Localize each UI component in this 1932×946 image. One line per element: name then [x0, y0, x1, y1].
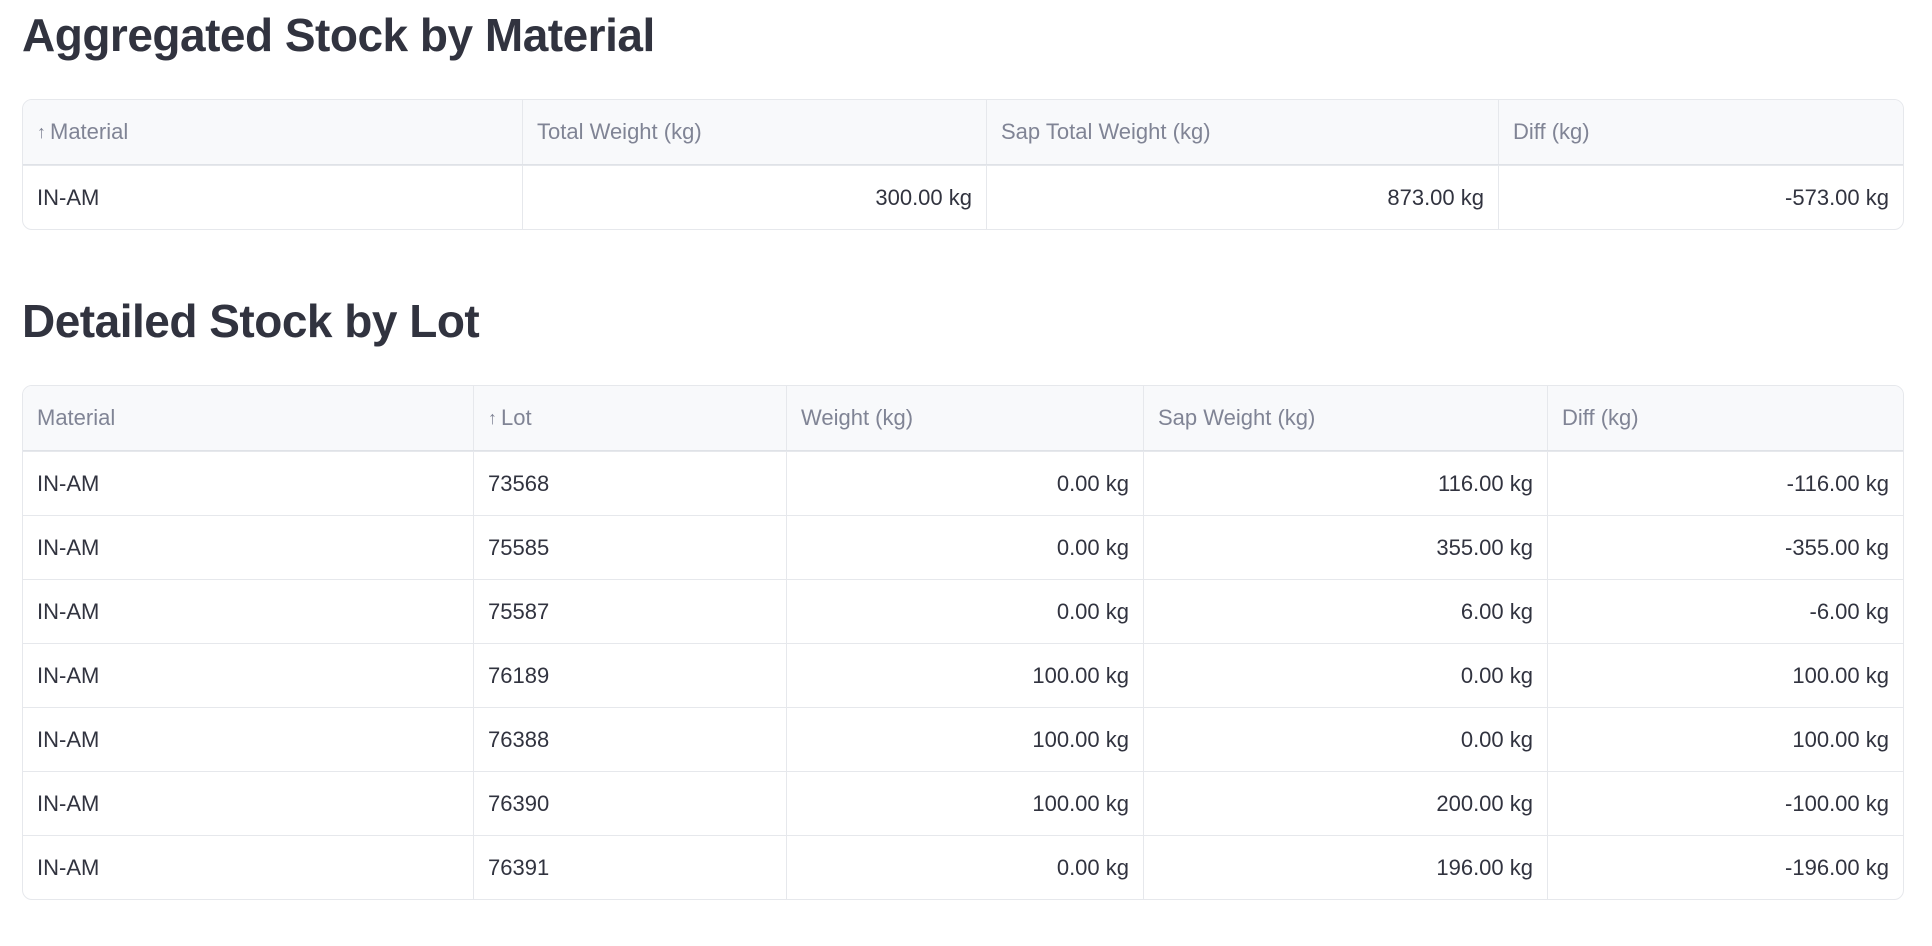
column-header-label: Weight (kg) — [801, 405, 914, 430]
table-cell[interactable]: 0.00 kg — [1143, 644, 1547, 707]
detailed-title: Detailed Stock by Lot — [22, 295, 480, 347]
column-header[interactable]: Weight (kg) — [786, 386, 1143, 450]
table-cell[interactable]: IN-AM — [37, 184, 100, 210]
table-cell[interactable]: IN-AM — [37, 854, 100, 880]
table-cell[interactable]: -573.00 kg — [1498, 166, 1903, 229]
table-cell[interactable]: 0.00 kg — [786, 516, 1143, 579]
table-row: IN-AM 76388 100.00 kg 0.00 kg 100.00 kg — [23, 707, 1903, 771]
column-header-label: Total Weight (kg) — [537, 119, 702, 144]
table-cell[interactable]: 0.00 kg — [786, 836, 1143, 899]
column-header-label: Diff (kg) — [1513, 119, 1590, 144]
column-header-label: Sap Total Weight (kg) — [1001, 119, 1211, 144]
table-row: IN-AM 76189 100.00 kg 0.00 kg 100.00 kg — [23, 643, 1903, 707]
column-header-label: Lot — [501, 405, 532, 430]
column-header[interactable]: Diff (kg) — [1498, 100, 1903, 164]
table-cell[interactable]: 0.00 kg — [786, 580, 1143, 643]
table-cell[interactable]: -196.00 kg — [1547, 836, 1903, 899]
table-cell[interactable]: IN-AM — [37, 662, 100, 688]
column-header[interactable]: ↑ Lot — [473, 386, 786, 450]
table-row: IN-AM 76391 0.00 kg 196.00 kg -196.00 kg — [23, 835, 1903, 899]
table-cell[interactable]: -100.00 kg — [1547, 772, 1903, 835]
table-cell[interactable]: IN-AM — [37, 470, 100, 496]
table-cell[interactable]: IN-AM — [37, 790, 100, 816]
column-header-label: Material — [50, 119, 129, 144]
arrow-up-icon: ↑ — [37, 121, 46, 142]
table-cell[interactable]: 100.00 kg — [786, 708, 1143, 771]
table-cell[interactable]: 100.00 kg — [786, 772, 1143, 835]
column-header[interactable]: Sap Total Weight (kg) — [986, 100, 1498, 164]
column-header[interactable]: Sap Weight (kg) — [1143, 386, 1547, 450]
column-header-label: Diff (kg) — [1562, 405, 1639, 430]
column-header[interactable]: Diff (kg) — [1547, 386, 1903, 450]
table-cell[interactable]: -116.00 kg — [1547, 452, 1903, 515]
table-cell[interactable]: 100.00 kg — [1547, 708, 1903, 771]
header-row: Material ↑ Lot Weight (kg) Sap Weight (kg) Di… — [23, 386, 1903, 451]
aggregated-table: ↑ Material Total Weight (kg) Sap Total Weig… — [22, 99, 1904, 230]
table-cell[interactable]: IN-AM — [37, 726, 100, 752]
table-cell[interactable]: 76388 — [473, 708, 786, 771]
detailed-table: Material ↑ Lot Weight (kg) Sap Weight (kg) Di… — [22, 385, 1904, 900]
column-header-label: Sap Weight (kg) — [1158, 405, 1316, 430]
column-header-label: Material — [37, 405, 116, 430]
arrow-up-icon: ↑ — [488, 407, 497, 428]
table-row: IN-AM 73568 0.00 kg 116.00 kg -116.00 kg — [23, 451, 1903, 515]
table-cell[interactable]: 6.00 kg — [1143, 580, 1547, 643]
table-cell[interactable]: 76391 — [473, 836, 786, 899]
aggregated-title: Aggregated Stock by Material — [22, 9, 655, 61]
column-header[interactable]: ↑ Material — [23, 100, 522, 164]
table-cell[interactable]: 76390 — [473, 772, 786, 835]
column-header[interactable]: Material — [23, 386, 473, 450]
table-cell[interactable]: 75587 — [473, 580, 786, 643]
table-cell[interactable]: IN-AM — [37, 598, 100, 624]
table-cell[interactable]: 0.00 kg — [1143, 708, 1547, 771]
table-cell[interactable]: 200.00 kg — [1143, 772, 1547, 835]
table-cell[interactable]: 873.00 kg — [986, 166, 1498, 229]
table-row: IN-AM 76390 100.00 kg 200.00 kg -100.00 kg — [23, 771, 1903, 835]
table-row: IN-AM 75585 0.00 kg 355.00 kg -355.00 kg — [23, 515, 1903, 579]
table-row: IN-AM 75587 0.00 kg 6.00 kg -6.00 kg — [23, 579, 1903, 643]
table-cell[interactable]: 75585 — [473, 516, 786, 579]
table-cell[interactable]: 100.00 kg — [786, 644, 1143, 707]
table-cell[interactable]: -355.00 kg — [1547, 516, 1903, 579]
table-cell[interactable]: 300.00 kg — [522, 166, 986, 229]
table-cell[interactable]: -6.00 kg — [1547, 580, 1903, 643]
header-row: ↑ Material Total Weight (kg) Sap Total Weig… — [23, 100, 1903, 165]
table-cell[interactable]: 76189 — [473, 644, 786, 707]
table-row: IN-AM 300.00 kg 873.00 kg -573.00 kg — [23, 165, 1903, 229]
table-cell[interactable]: IN-AM — [37, 534, 100, 560]
table-cell[interactable]: 116.00 kg — [1143, 452, 1547, 515]
table-cell[interactable]: 100.00 kg — [1547, 644, 1903, 707]
table-cell[interactable]: 73568 — [473, 452, 786, 515]
table-cell[interactable]: 0.00 kg — [786, 452, 1143, 515]
table-cell[interactable]: 355.00 kg — [1143, 516, 1547, 579]
column-header[interactable]: Total Weight (kg) — [522, 100, 986, 164]
table-cell[interactable]: 196.00 kg — [1143, 836, 1547, 899]
